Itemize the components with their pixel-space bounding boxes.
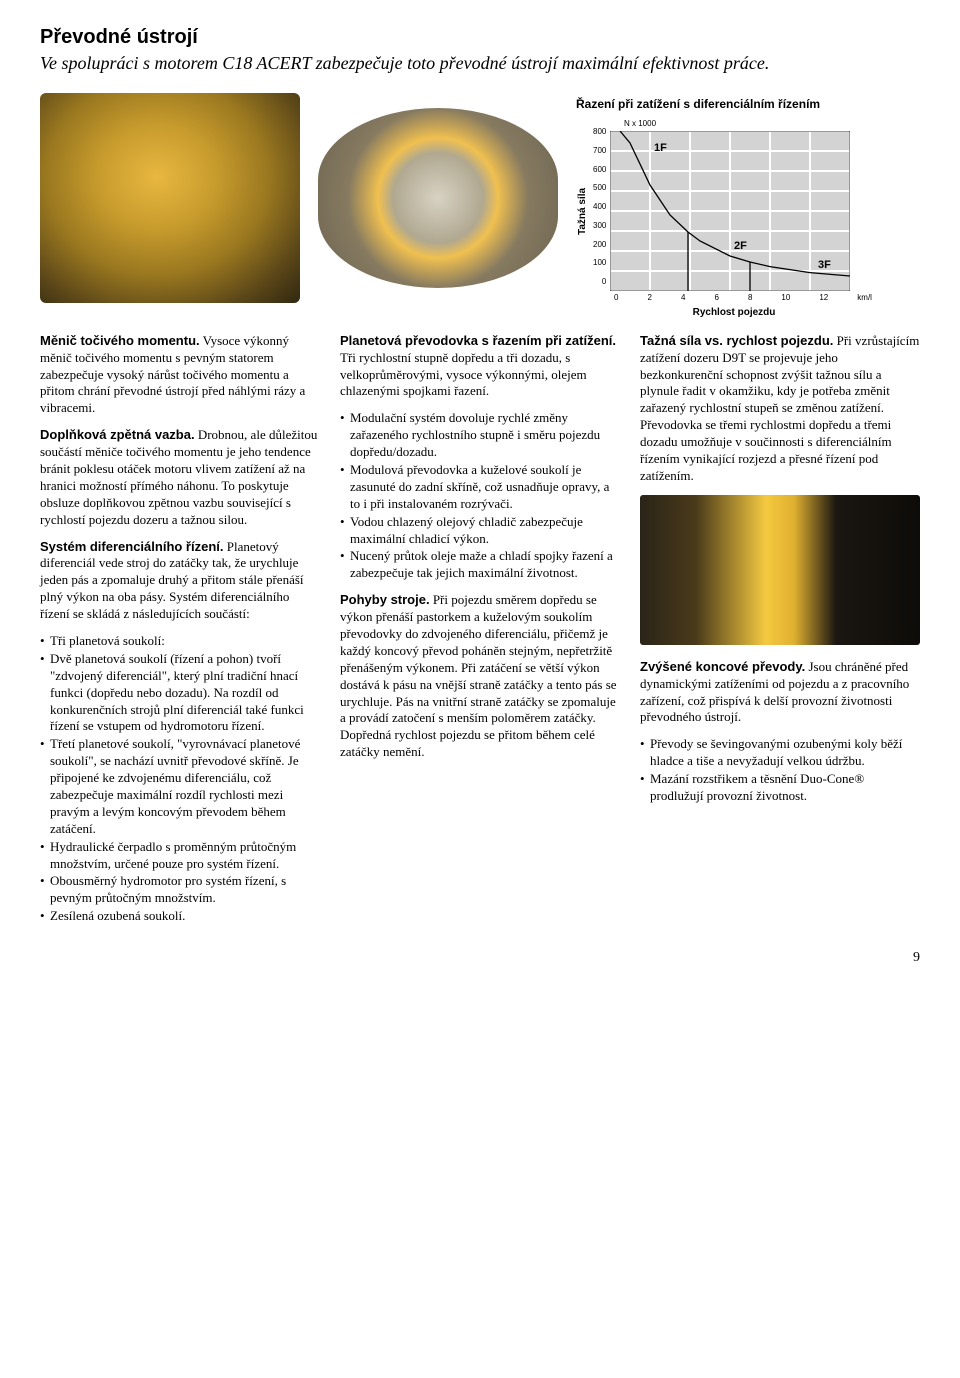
svg-text:1F: 1F	[654, 142, 667, 154]
transmission-photo	[40, 93, 300, 303]
c2-bul2: Modulová převodovka a kuželové soukolí j…	[340, 462, 620, 513]
c3-bul1: Převody se ševingovanými ozubenými koly …	[640, 736, 920, 770]
c3-p1-body: Při vzrůstajícím zatížení dozeru D9T se …	[640, 333, 919, 483]
chart-y-unit: N x 1000	[624, 119, 920, 129]
c1-bul5: Obousměrný hydromotor pro systém řízení,…	[40, 873, 320, 907]
page-subtitle: Ve spolupráci s motorem C18 ACERT zabezp…	[40, 52, 920, 75]
c1-bul3: Třetí planetové soukolí, "vyrovnávací pl…	[40, 736, 320, 837]
c2-p2: Pohyby stroje. Při pojezdu směrem dopřed…	[340, 592, 620, 761]
c1-p1-lead: Měnič točivého momentu.	[40, 333, 200, 348]
c1-p2: Doplňková zpětná vazba. Drobnou, ale důl…	[40, 427, 320, 528]
column-3: Tažná síla vs. rychlost pojezdu. Při vzr…	[640, 333, 920, 935]
c1-bul6: Zesílená ozubená soukolí.	[40, 908, 320, 925]
c1-bul1: Tři planetová soukolí:	[40, 633, 320, 650]
c2-p2-body: Při pojezdu směrem dopředu se výkon přen…	[340, 592, 617, 759]
c1-p1: Měnič točivého momentu. Vysoce výkonný m…	[40, 333, 320, 417]
c3-p2: Zvýšené koncové převody. Jsou chráněné p…	[640, 659, 920, 727]
c3-bullets: Převody se ševingovanými ozubenými koly …	[640, 736, 920, 805]
c2-p1: Planetová převodovka s řazením při zatíž…	[340, 333, 620, 401]
c3-bul2: Mazání rozstřikem a těsnění Duo-Cone® pr…	[640, 771, 920, 805]
c1-p3: Systém diferenciálního řízení. Planetový…	[40, 539, 320, 623]
svg-text:2F: 2F	[734, 240, 747, 252]
c3-p1-lead: Tažná síla vs. rychlost pojezdu.	[640, 333, 833, 348]
c2-p2-lead: Pohyby stroje.	[340, 592, 430, 607]
text-columns: Měnič točivého momentu. Vysoce výkonný m…	[40, 333, 920, 935]
c2-bul3: Vodou chlazený olejový chladič zabezpeču…	[340, 514, 620, 548]
c1-bul4: Hydraulické čerpadlo s proměnným průtočn…	[40, 839, 320, 873]
svg-text:3F: 3F	[818, 259, 831, 271]
c2-p1-lead: Planetová převodovka s řazením při zatíž…	[340, 333, 616, 348]
dozer-photo	[640, 495, 920, 645]
chart-x-ticks: 024681012km/l	[614, 293, 872, 303]
page-title: Převodné ústrojí	[40, 24, 920, 50]
chart-block: Řazení při zatížení s diferenciálním říz…	[576, 93, 920, 318]
chart-y-ticks: 8007006005004003002001000	[593, 127, 610, 287]
column-1: Měnič točivého momentu. Vysoce výkonný m…	[40, 333, 320, 935]
c3-p2-lead: Zvýšené koncové převody.	[640, 659, 805, 674]
c1-bul2: Dvě planetová soukolí (řízení a pohon) t…	[40, 651, 320, 735]
c1-p2-lead: Doplňková zpětná vazba.	[40, 427, 195, 442]
c2-bul1: Modulační systém dovoluje rychlé změny z…	[340, 410, 620, 461]
torque-converter-cutaway	[318, 108, 558, 288]
c2-bul4: Nucený průtok oleje maže a chladí spojky…	[340, 548, 620, 582]
chart-x-label: Rychlost pojezdu	[614, 306, 854, 319]
column-2: Planetová převodovka s řazením při zatíž…	[340, 333, 620, 935]
c2-bullets: Modulační systém dovoluje rychlé změny z…	[340, 410, 620, 582]
c3-p1: Tažná síla vs. rychlost pojezdu. Při vzr…	[640, 333, 920, 485]
c1-p3-lead: Systém diferenciálního řízení.	[40, 539, 224, 554]
page-number: 9	[40, 949, 920, 967]
chart-y-label: Tažná síla	[576, 131, 589, 291]
hero-row: Řazení při zatížení s diferenciálním říz…	[40, 93, 920, 318]
c1-bullets: Tři planetová soukolí: Dvě planetová sou…	[40, 633, 320, 925]
c2-p1-body: Tři rychlostní stupně dopředu a tři doza…	[340, 350, 587, 399]
chart-plot: 1F 2F 3F	[610, 131, 850, 291]
chart-title: Řazení při zatížení s diferenciálním říz…	[576, 97, 920, 113]
